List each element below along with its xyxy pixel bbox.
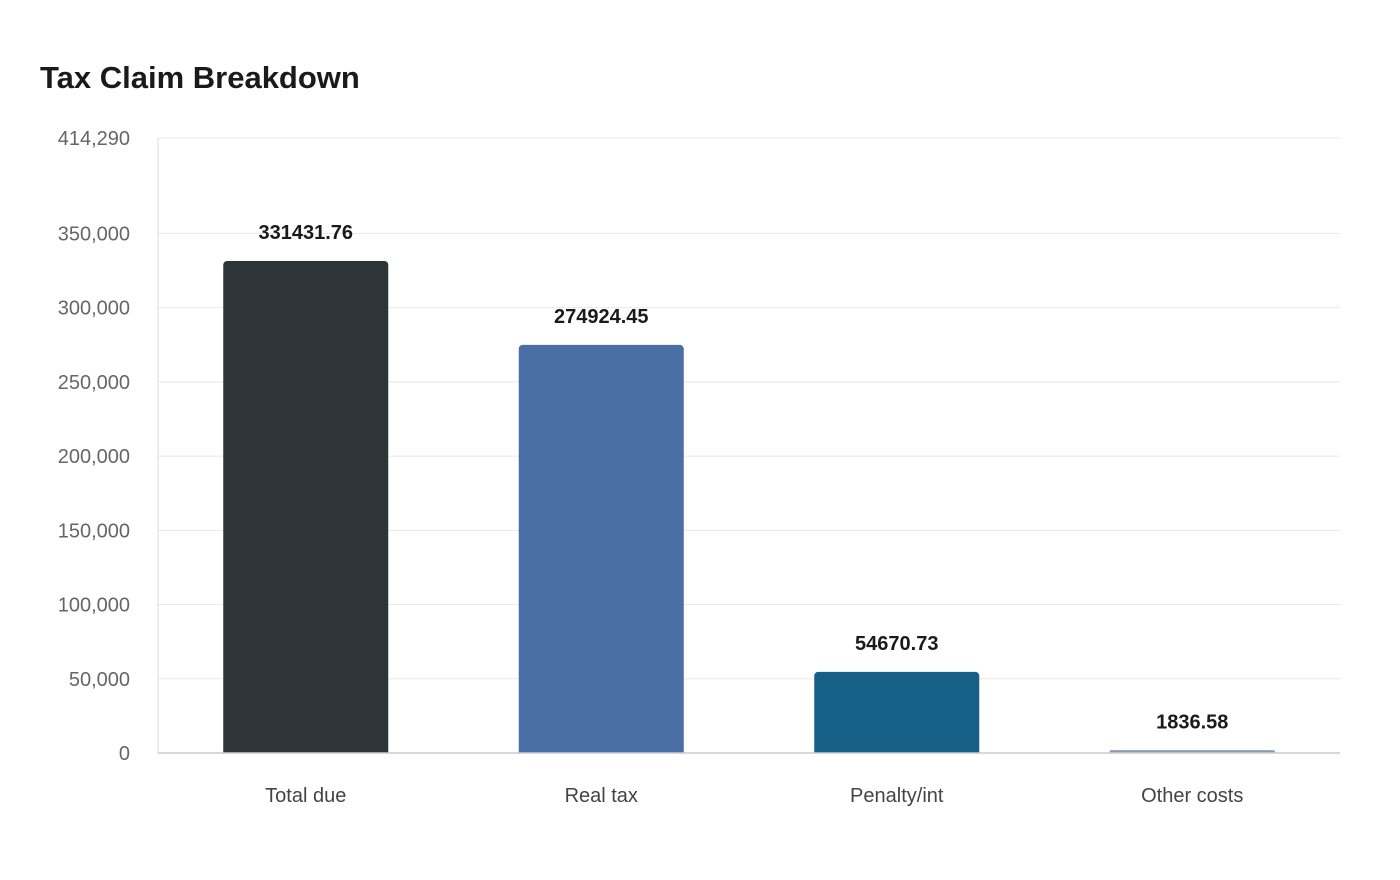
bar <box>223 261 389 753</box>
x-tick-label: Penalty/int <box>850 785 944 807</box>
data-label: 54670.73 <box>855 633 938 655</box>
y-tick-label: 0 <box>119 743 130 765</box>
y-tick-label: 150,000 <box>58 520 130 542</box>
bar-base <box>814 749 980 753</box>
y-tick-label: 414,290 <box>58 128 130 150</box>
y-axis: 0 50,000 100,000 150,000 200,000 250,000 300,0… <box>58 128 159 765</box>
bar <box>814 671 980 753</box>
x-axis: Total due Real tax Penalty/int Other costs <box>158 752 1340 807</box>
data-label: 331431.76 <box>258 222 353 244</box>
bar-base <box>1109 750 1275 753</box>
bar-base <box>223 749 389 753</box>
chart-title: Tax Claim Breakdown <box>40 60 360 95</box>
bars: 331431.76 274924.45 54670.73 1836.58 <box>223 222 1275 753</box>
y-tick-label: 100,000 <box>58 595 130 617</box>
y-tick-label: 50,000 <box>69 669 130 691</box>
y-tick-label: 200,000 <box>58 446 130 468</box>
data-label: 1836.58 <box>1156 711 1228 733</box>
bar <box>518 344 684 753</box>
y-tick-label: 300,000 <box>58 298 130 320</box>
bar-base <box>518 749 684 753</box>
x-tick-label: Other costs <box>1141 785 1243 807</box>
y-tick-label: 250,000 <box>58 372 130 394</box>
data-label: 274924.45 <box>554 306 649 328</box>
y-tick-label: 350,000 <box>58 223 130 245</box>
x-tick-label: Total due <box>265 785 346 807</box>
x-tick-label: Real tax <box>565 785 638 807</box>
